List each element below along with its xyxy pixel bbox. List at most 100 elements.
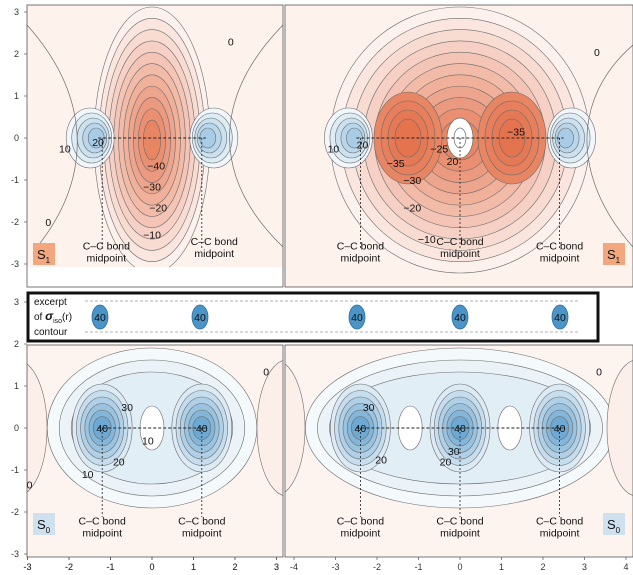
- excerpt-oval: [348, 304, 366, 330]
- bond-midpoint-label: C–C bond: [436, 236, 483, 248]
- x-tick-label: 4: [623, 562, 628, 572]
- contour-label: −30: [403, 175, 421, 187]
- contour-zero: [229, 24, 283, 248]
- bond-midpoint-label: midpoint: [540, 528, 580, 540]
- contour-label: 20: [113, 457, 125, 469]
- contour-label: −30: [143, 181, 161, 193]
- bond-midpoint-label: C–C bond: [79, 516, 126, 528]
- contour-label: −35: [507, 127, 525, 139]
- y-tick-label: 3: [14, 297, 19, 307]
- excerpt-value: 40: [94, 312, 106, 324]
- contour-label: −10: [418, 234, 436, 246]
- excerpt-oval: [91, 304, 109, 330]
- contour-zero: [256, 360, 283, 496]
- contour-label: −20: [149, 202, 167, 214]
- x-tick-label: -4: [290, 562, 298, 572]
- contour-zero: [285, 363, 306, 493]
- x-tick-label: 1: [191, 562, 196, 572]
- bond-midpoint-label: midpoint: [82, 528, 122, 540]
- sigma-symbol: σ: [45, 309, 54, 323]
- panel-border: [26, 4, 284, 288]
- state-tag-sub: 1: [616, 256, 621, 265]
- contour-label: −40: [147, 160, 165, 172]
- contour-label: 10: [59, 144, 71, 156]
- x-tick-label: 0: [457, 562, 462, 572]
- y-tick-label: 2: [14, 49, 19, 59]
- excerpt-frame: [26, 291, 600, 343]
- excerpt-label-part: of: [34, 312, 45, 323]
- contour-zero: [606, 360, 633, 496]
- contour-label: −20: [403, 202, 421, 214]
- excerpt-label-line: contour: [34, 327, 68, 338]
- contour-label: 10: [82, 469, 94, 481]
- contour-zero: [27, 363, 48, 493]
- x-tick-label: 2: [232, 562, 237, 572]
- contour-label: 10: [142, 436, 154, 448]
- panel-border: [26, 344, 284, 558]
- y-tick-label: 2: [14, 339, 19, 349]
- y-tick-label: -2: [11, 507, 19, 517]
- bond-midpoint-label: C–C bond: [83, 240, 130, 252]
- state-tag-sub: 1: [46, 256, 51, 265]
- contour-label: 20: [92, 137, 104, 149]
- x-tick-label: -1: [106, 562, 114, 572]
- contour-zero: [586, 44, 633, 248]
- bond-midpoint-label: midpoint: [440, 528, 480, 540]
- contour-label: 0: [594, 47, 600, 59]
- x-tick-label: 3: [582, 562, 587, 572]
- contour-label: 40: [96, 423, 108, 435]
- contour-label: 30: [363, 402, 375, 414]
- sigma-subscript: iso: [53, 318, 62, 325]
- y-tick-label: -1: [11, 465, 19, 475]
- contour-label: 0: [596, 366, 602, 378]
- bond-midpoint-label: midpoint: [540, 252, 580, 264]
- contour-label: 20: [440, 457, 452, 469]
- y-tick-label: -2: [11, 217, 19, 227]
- state-tag-sub: 0: [46, 526, 51, 535]
- excerpt-oval: [551, 304, 569, 330]
- bond-midpoint-label: C–C bond: [337, 240, 384, 252]
- x-tick-label: -3: [23, 562, 31, 572]
- bond-midpoint-label: C–C bond: [536, 516, 583, 528]
- excerpt-value: 40: [351, 312, 363, 324]
- state-tag-box: [603, 513, 625, 535]
- contour-label: 0: [45, 217, 51, 229]
- contour-label: 30: [121, 402, 133, 414]
- contour-label: 40: [355, 423, 367, 435]
- state-tag-sub: 0: [616, 526, 621, 535]
- contour-label: 20: [375, 455, 387, 467]
- contour-negative: [143, 119, 162, 161]
- excerpt-label-part: (r): [62, 312, 72, 323]
- excerpt-value: 40: [454, 312, 466, 324]
- contour-label: −10: [143, 230, 161, 242]
- y-tick-label: 0: [14, 133, 19, 143]
- state-tag-box: [603, 243, 625, 265]
- bond-midpoint-label: C–C bond: [191, 236, 238, 248]
- excerpt-oval: [451, 304, 469, 330]
- y-tick-label: 1: [14, 381, 19, 391]
- bond-midpoint-label: midpoint: [86, 252, 126, 264]
- panel-border: [284, 344, 633, 558]
- x-tick-label: -1: [414, 562, 422, 572]
- x-tick-label: 2: [540, 562, 545, 572]
- contour-label: 10: [328, 144, 340, 156]
- x-tick-label: -1: [106, 562, 114, 572]
- bond-midpoint-label: midpoint: [440, 248, 480, 260]
- contour-label: −25: [430, 144, 448, 156]
- contour-label: 40: [454, 423, 466, 435]
- panel-border: [284, 4, 633, 288]
- excerpt-oval: [191, 304, 209, 330]
- bond-midpoint-label: C–C bond: [536, 240, 583, 252]
- contour-label: 40: [554, 423, 566, 435]
- y-tick-label: -1: [11, 175, 19, 185]
- bond-midpoint-label: C–C bond: [436, 516, 483, 528]
- y-tick-label: -3: [11, 549, 19, 559]
- contour-label: 20: [357, 139, 369, 151]
